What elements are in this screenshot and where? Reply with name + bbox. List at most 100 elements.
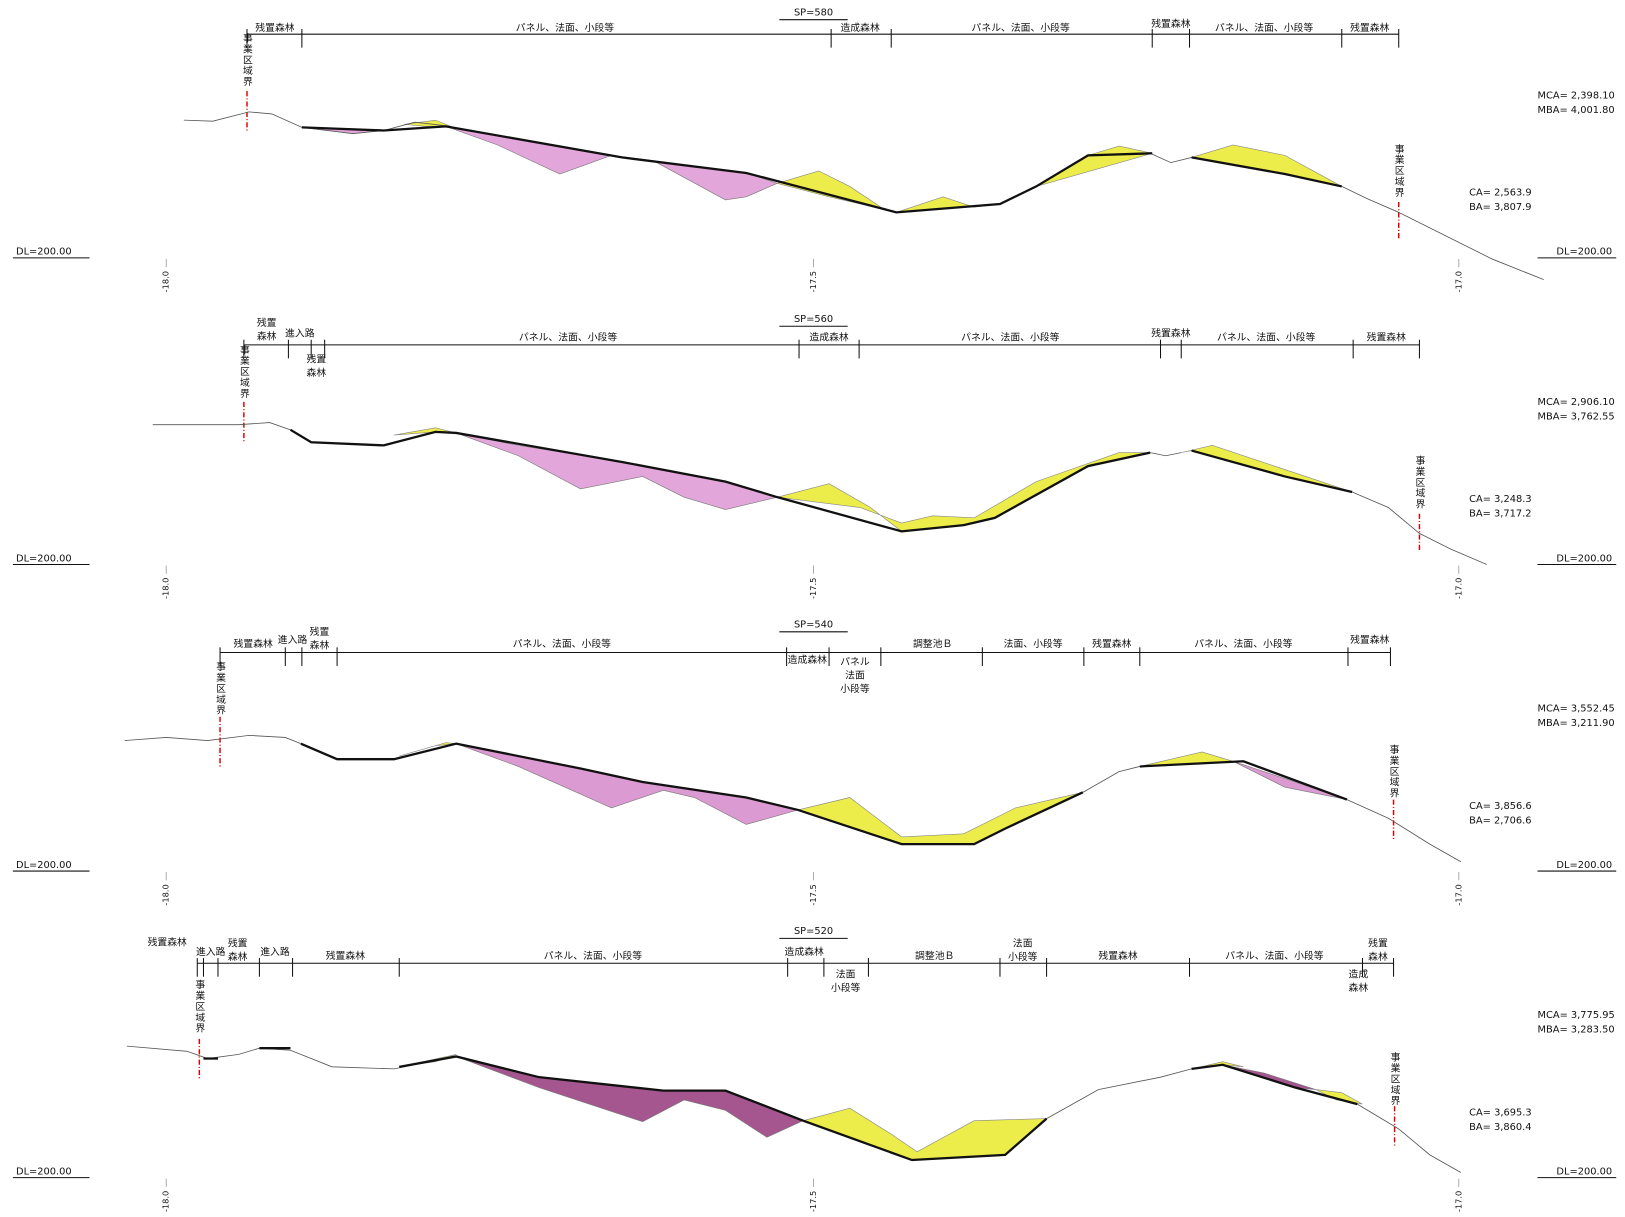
zone-label: 造成森林 [809, 331, 848, 344]
zone-label: 残置 [1368, 937, 1388, 950]
zone-label: 造成森林 [785, 945, 824, 958]
zone-label: 進入路 [196, 945, 226, 958]
station-label: -17.5 [808, 578, 818, 599]
zone-label: 造成 [1349, 968, 1369, 981]
zone-label: 残置森林 [1151, 17, 1190, 30]
mba-label: MBA= 3,762.55 [1538, 411, 1615, 422]
zone-label: 残置 [307, 352, 327, 365]
boundary-label: 事業区域界 [193, 978, 205, 1034]
sp-label: SP=540 [794, 620, 833, 631]
ground-line [183, 111, 452, 135]
boundary-label: 事業区域界 [1389, 1051, 1401, 1107]
zone-label: 法面、小段等 [1004, 637, 1063, 650]
station-label: -18.0 [161, 884, 171, 905]
terrain [126, 1045, 1462, 1173]
terrain [183, 111, 1544, 281]
ground-line [1149, 152, 1192, 164]
datum-label: DL=200.00 [1556, 1166, 1612, 1177]
station-label: -17.0 [1453, 1191, 1463, 1212]
station-label: -18.0 [161, 271, 171, 292]
ground-line [1046, 1068, 1192, 1119]
zone-label: パネル、法面、小段等 [1217, 331, 1315, 344]
zone-label: 森林 [1368, 950, 1388, 963]
sp-label: SP=560 [794, 314, 833, 325]
station-label: -17.5 [808, 1191, 818, 1212]
cut-area [445, 126, 779, 201]
zone-label: パネル、法面、小段等 [1194, 637, 1292, 650]
zone-label: 残置森林 [148, 936, 187, 949]
datum-label: DL=200.00 [16, 247, 72, 258]
datum-label: DL=200.00 [16, 860, 72, 871]
station-label: -18.0 [161, 1191, 171, 1212]
zone-label: 造成森林 [840, 21, 879, 34]
zone-label: 法面 [836, 968, 856, 981]
zone-label: 残置森林 [326, 949, 365, 962]
zone-label: 残置 [257, 316, 277, 329]
ba-label: BA= 3,717.2 [1469, 509, 1531, 520]
ba-label: BA= 2,706.6 [1469, 815, 1531, 826]
zone-label: 残置森林 [255, 21, 294, 34]
zone-label: 森林 [307, 366, 327, 379]
zone-label: パネル [840, 656, 870, 668]
design-line [1139, 760, 1348, 801]
zone-label: 残置森林 [1098, 949, 1137, 962]
fill-area [1036, 145, 1153, 187]
fill-area [1315, 1089, 1363, 1105]
ca-label: CA= 3,248.3 [1469, 494, 1531, 505]
design-line [301, 125, 1153, 214]
zone-label: 残置森林 [1367, 331, 1406, 344]
ground-line [1357, 1103, 1462, 1173]
zone-label: パネル、法面、小段等 [1225, 949, 1323, 962]
mca-label: MCA= 2,906.10 [1538, 397, 1615, 408]
section: SP=580 残置森林 パネル、法面、小段等 造成森林 パネル、法面、小段等 残置森林 パネ… [12, 7, 1617, 292]
zone-label: 森林 [228, 950, 248, 963]
ground-line [152, 422, 312, 443]
fill-area [796, 792, 1083, 845]
datum-label: DL=200.00 [1556, 553, 1612, 564]
zone-label: 残置森林 [1350, 633, 1389, 646]
zone-label: 調整池Ｂ [915, 949, 954, 962]
datum-label: DL=200.00 [16, 553, 72, 564]
zone-label: 小段等 [831, 981, 861, 994]
zone-label: 森林 [257, 330, 277, 343]
ba-label: BA= 3,807.9 [1469, 202, 1531, 213]
datum-label: DL=200.00 [16, 1166, 72, 1177]
boundary-label: 事業区域界 [214, 660, 226, 716]
zone-label: 法面 [1013, 937, 1033, 950]
zone-label: パネル、法面、小段等 [972, 21, 1070, 34]
zone-label: 森林 [1349, 981, 1369, 994]
ba-label: BA= 3,860.4 [1469, 1122, 1531, 1133]
design-line [399, 1055, 1048, 1162]
design-line [1191, 1063, 1358, 1106]
zone-label: 調整池Ｂ [913, 637, 952, 650]
ground-line [1346, 799, 1462, 863]
sp-label: SP=520 [794, 926, 833, 937]
zone-label: 進入路 [278, 633, 308, 646]
zone-label: 残置森林 [1092, 637, 1131, 650]
zone-label: パネル、法面、小段等 [961, 331, 1059, 344]
boundary-label: 事業区域界 [241, 32, 253, 88]
zone-label: パネル、法面、小段等 [544, 949, 642, 962]
zone-label: 残置 [228, 937, 248, 950]
station-label: -17.0 [1453, 578, 1463, 599]
mba-label: MBA= 4,001.80 [1538, 105, 1615, 116]
zone-label: 小段等 [1008, 950, 1038, 963]
ground-line [1150, 452, 1182, 457]
zone-label: 法面 [845, 668, 865, 681]
station-label: -18.0 [161, 578, 171, 599]
design-line [300, 742, 1084, 846]
ground-line [1341, 186, 1544, 281]
mca-label: MCA= 2,398.10 [1538, 90, 1615, 101]
station-label: -17.5 [808, 884, 818, 905]
cut-area [456, 432, 779, 510]
design-line [1191, 156, 1343, 188]
mca-label: MCA= 3,775.95 [1538, 1010, 1615, 1021]
zone-label: 進入路 [260, 945, 290, 958]
zone-label: パネル、法面、小段等 [519, 331, 617, 344]
boundary-label: 事業区域界 [1413, 454, 1425, 510]
ca-label: CA= 2,563.9 [1469, 188, 1531, 199]
